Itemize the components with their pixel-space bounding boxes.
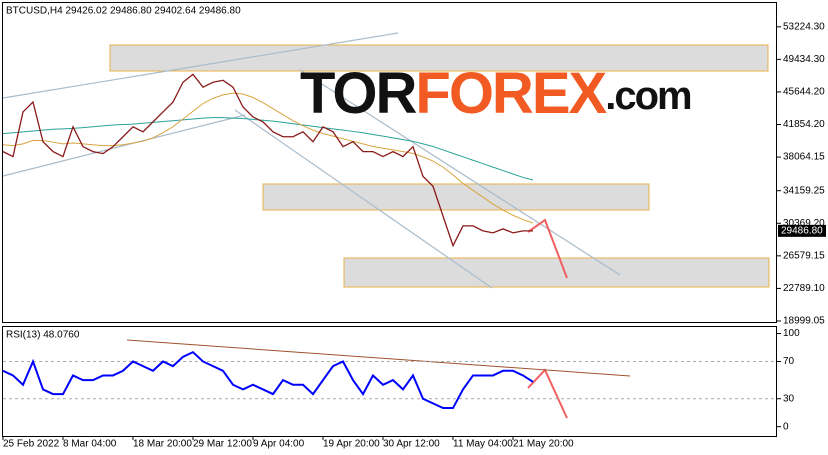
channels: [2, 32, 621, 289]
price-panel: [2, 2, 777, 323]
y-tick-label: 26579.15: [783, 250, 825, 261]
y-tick-label: 0: [783, 421, 789, 432]
series-line: [2, 117, 534, 181]
rsi-title: RSI(13) 48.0760: [6, 330, 80, 341]
chart-title: BTCUSD,H4 29426.02 29486.80 29402.64 294…: [6, 6, 241, 17]
x-tick-label: 19 Apr 20:00: [323, 439, 380, 450]
zone: [109, 44, 769, 72]
arrow: [527, 218, 568, 279]
y-tick-label: 30: [783, 393, 795, 404]
series-line: [2, 350, 534, 410]
y-tick-label: 41854.20: [783, 119, 825, 130]
watermark-part: TOR: [300, 61, 416, 126]
y-tick-label: 53224.30: [783, 21, 825, 32]
watermark: TORFOREX.com: [300, 61, 691, 126]
x-tick-label: 29 Mar 12:00: [193, 439, 252, 450]
rsi-panel: [2, 326, 777, 437]
channel-line: [2, 32, 399, 99]
y-tick-label: 34159.25: [783, 185, 825, 196]
channel-line: [2, 114, 246, 177]
series-line: [2, 92, 534, 224]
zone: [343, 257, 770, 288]
y-tick-label: 38064.15: [783, 152, 825, 163]
y-tick-label: 18999.05: [783, 316, 825, 327]
zone: [262, 183, 650, 211]
x-tick-label: 18 Mar 20:00: [133, 439, 192, 450]
x-tick-label: 9 Apr 04:00: [253, 439, 305, 450]
y-tick-label: 22789.10: [783, 283, 825, 294]
x-tick-label: 21 May 20:00: [513, 439, 574, 450]
y-tick-label: 49434.30: [783, 54, 825, 65]
y-tick-label: 100: [783, 328, 800, 339]
zones: [109, 44, 770, 288]
current-price-label: 29486.80: [781, 225, 823, 236]
watermark-part: FOREX: [415, 61, 607, 126]
series-line: [2, 73, 534, 248]
channel-line: [234, 109, 493, 289]
rsi-trendline: [126, 339, 631, 377]
y-tick-label: 45644.20: [783, 87, 825, 98]
x-tick-label: 25 Feb 2022: [3, 439, 60, 450]
watermark-part: .com: [605, 74, 691, 118]
x-tick-label: 30 Apr 12:00: [383, 439, 440, 450]
channel-line: [299, 69, 621, 276]
y-tick-label: 70: [783, 356, 795, 367]
y-tick-label: 30369.20: [783, 218, 825, 229]
x-tick-label: 11 May 04:00: [453, 439, 513, 450]
current-price-box: [778, 224, 826, 237]
x-tick-label: 8 Mar 04:00: [63, 439, 117, 450]
